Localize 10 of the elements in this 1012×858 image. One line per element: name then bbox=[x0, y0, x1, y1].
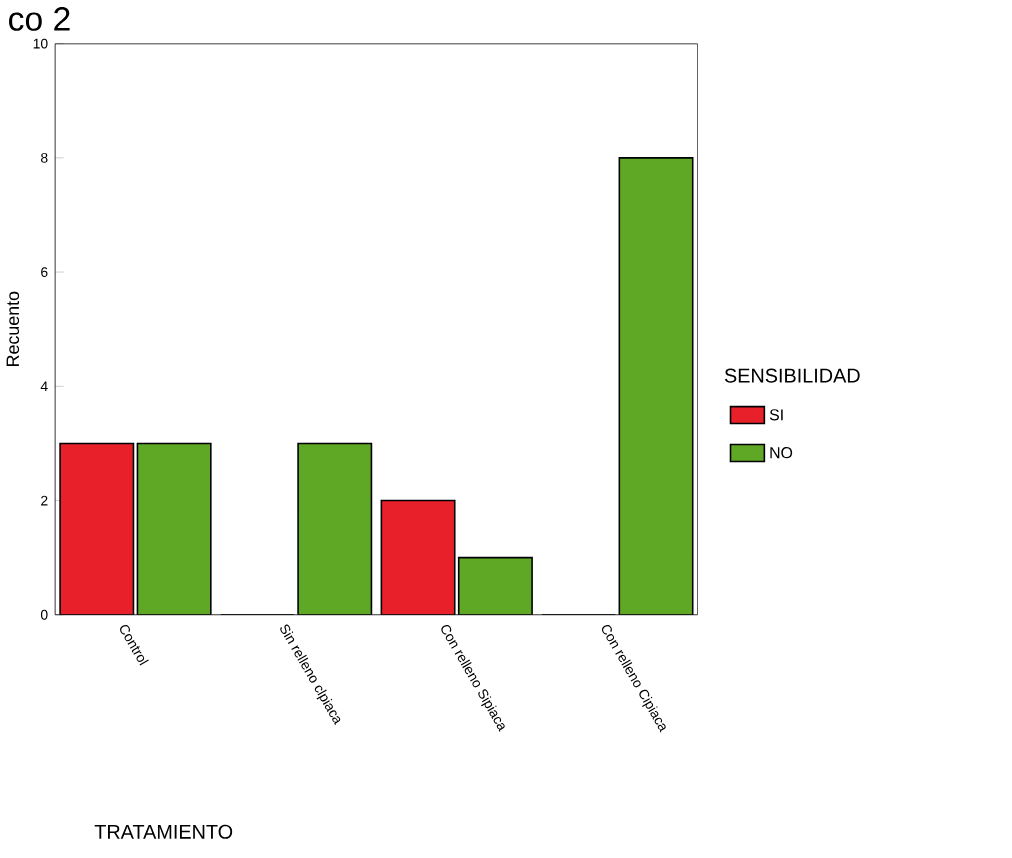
bar bbox=[297, 442, 373, 615]
bar bbox=[59, 442, 135, 615]
bar bbox=[618, 156, 694, 615]
legend-title: SENSIBILIDAD bbox=[724, 368, 860, 383]
bar bbox=[457, 556, 533, 615]
y-axis-title: Recuento bbox=[6, 291, 20, 366]
chart-title: co 2 bbox=[9, 6, 70, 31]
bar bbox=[380, 499, 456, 615]
bar bbox=[136, 442, 212, 615]
x-axis-title: TRATAMIENTO bbox=[94, 824, 233, 839]
